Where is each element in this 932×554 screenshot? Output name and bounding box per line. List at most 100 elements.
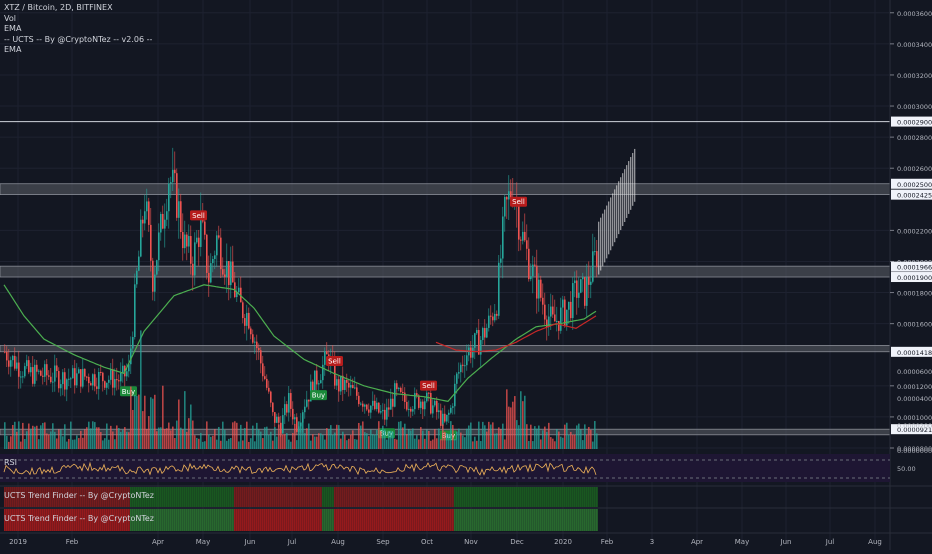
volume-bar [400,421,402,449]
trend-finder-bar-2 [394,509,396,531]
volume-bar [442,424,444,449]
trend-finder-bar-2 [190,509,192,531]
trend-finder-bar-2 [20,509,22,531]
trend-finder-bar-1 [328,487,330,507]
volume-bar [198,438,200,449]
trend-finder-bar-1 [330,487,332,507]
trend-finder-bar-1 [86,487,88,507]
trend-finder-bar-2 [536,509,538,531]
candle [84,368,86,377]
signal-label: Sell [328,358,341,366]
candle [172,169,174,183]
candle [228,261,230,286]
volume-bar [110,425,112,449]
candle [52,381,54,383]
volume-bar [38,439,40,449]
trend-finder-bar-2 [484,509,486,531]
trend-finder-bar-2 [488,509,490,531]
trend-finder-bar-1 [42,487,44,507]
volume-bar [570,431,572,449]
volume-bar [380,431,382,449]
trend-finder-bar-1 [574,487,576,507]
volume-bar [574,434,576,449]
volume-bar [238,441,240,449]
signal-sell: Sell [190,210,207,221]
trend-finder-bar-2 [466,509,468,531]
trend-finder-bar-2 [326,509,328,531]
trend-finder-bar-2 [350,509,352,531]
trend-finder-bar-2 [158,509,160,531]
candle [98,372,100,389]
volume-bar [74,439,76,449]
candle [574,280,576,284]
volume-bar [138,394,140,449]
trend-finder-bar-2 [118,509,120,531]
trend-finder-bar-2 [262,509,264,531]
trend-finder-bar-2 [122,509,124,531]
volume-bar [132,409,134,449]
volume-bar [348,438,350,449]
trend-finder-bar-2 [594,509,596,531]
volume-bar [328,429,330,449]
trend-finder-bar-2 [362,509,364,531]
trend-finder-bar-2 [68,509,70,531]
trend-finder-bar-2 [298,509,300,531]
candle [88,376,90,384]
trend-finder-bar-1 [578,487,580,507]
trend-finder-bar-2 [550,509,552,531]
trend-finder-bar-2 [450,509,452,531]
candle [236,292,238,298]
trend-finder-bar-2 [478,509,480,531]
rsi-pane [0,454,890,482]
volume-bar [402,427,404,449]
volume-bar [472,441,474,449]
trend-finder-bar-2 [40,509,42,531]
trend-finder-bar-2 [30,509,32,531]
volume-bar [368,436,370,449]
trend-finder-bar-1 [312,487,314,507]
candle [36,364,38,372]
trend-finder-bar-2 [114,509,116,531]
candle [366,404,368,410]
candle [448,412,450,415]
candle [434,400,436,406]
trend-finder-bar-1 [350,487,352,507]
trend-finder-bar-1 [192,487,194,507]
trend-finder-bar-1 [306,487,308,507]
candle [404,392,406,402]
volume-bar [352,430,354,449]
trend-finder-bar-2 [248,509,250,531]
volume-bar [76,435,78,449]
candle [154,274,156,292]
trend-finder-bar-2 [58,509,60,531]
candle [218,235,220,238]
volume-bar [434,429,436,449]
candle [524,231,526,241]
volume-bar [200,432,202,449]
volume-bar [398,421,400,449]
trend-finder-bar-1 [448,487,450,507]
trend-finder-bar-1 [284,487,286,507]
volume-bar [112,431,114,449]
trend-finder-bar-2 [584,509,586,531]
trend-finder-bar-2 [568,509,570,531]
trend-finder-bar-1 [4,487,6,507]
time-axis-label: May [735,538,749,546]
candle [540,279,542,298]
volume-bar [326,428,328,449]
candle [502,216,504,259]
volume-bar [256,422,258,449]
signal-label: Buy [312,392,325,400]
volume-bar [330,425,332,449]
candle [226,261,228,277]
volume-bar [362,421,364,449]
candle [290,393,292,409]
trend-finder-bar-1 [576,487,578,507]
candle [566,309,568,326]
trend-finder-bar-1 [132,487,134,507]
trend-finder-bar-2 [110,509,112,531]
trend-finder-bar-2 [424,509,426,531]
